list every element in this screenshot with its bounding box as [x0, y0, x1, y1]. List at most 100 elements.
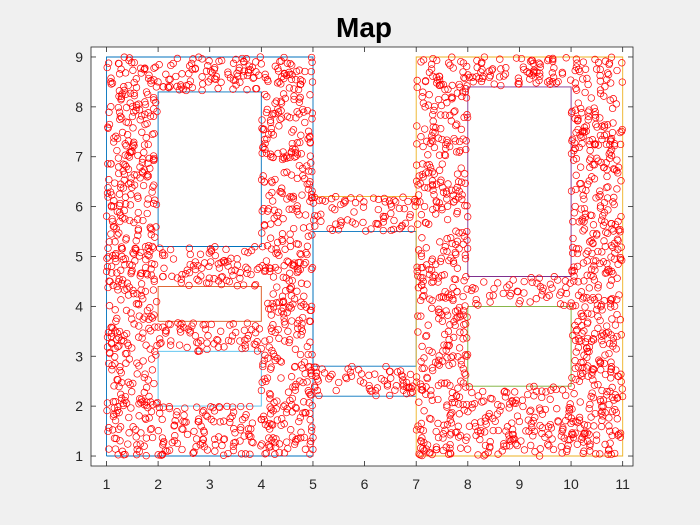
sample-point [265, 335, 274, 344]
sample-point [272, 435, 280, 443]
sample-point [124, 81, 132, 90]
sample-point [515, 77, 523, 86]
sample-point [204, 62, 212, 70]
sample-point [248, 63, 256, 71]
sample-point [603, 260, 611, 268]
sample-point [103, 263, 112, 271]
sample-point [594, 324, 602, 332]
sample-point [140, 373, 148, 382]
sample-point [606, 427, 614, 435]
sample-point [374, 195, 383, 204]
sample-point [583, 421, 592, 430]
sample-point [598, 337, 606, 345]
sample-point [529, 432, 537, 440]
sample-point [587, 271, 595, 279]
sample-point [439, 347, 447, 355]
sample-point [508, 436, 516, 444]
sample-point [297, 131, 305, 139]
sample-point [124, 440, 132, 448]
sample-point [387, 226, 395, 235]
sample-point [568, 374, 576, 382]
sample-point [287, 426, 295, 434]
sample-point [610, 302, 619, 310]
sample-point [285, 84, 294, 92]
sample-point [128, 388, 136, 396]
sample-point [274, 266, 282, 274]
sample-point [283, 308, 291, 317]
sample-point [152, 351, 160, 359]
sample-point [579, 75, 587, 83]
sample-point [131, 257, 139, 265]
sample-point [104, 160, 112, 168]
sample-point [596, 86, 605, 94]
sample-point [519, 63, 527, 71]
sample-point [125, 355, 134, 363]
sample-point [461, 351, 470, 359]
sample-point [461, 302, 469, 310]
sample-point [153, 107, 161, 116]
sample-point [538, 424, 547, 432]
sample-point [476, 435, 484, 444]
sample-point [432, 445, 440, 454]
sample-point [234, 72, 242, 80]
sample-point [281, 245, 289, 253]
sample-point [608, 104, 617, 113]
sample-point [447, 117, 455, 125]
sample-point [186, 329, 194, 337]
sample-point [258, 229, 266, 237]
sample-point [173, 274, 181, 282]
sample-point [107, 230, 115, 238]
sample-point [247, 433, 255, 441]
sample-point [303, 280, 311, 288]
sample-point [239, 72, 248, 80]
sample-point [241, 450, 250, 458]
sample-point [279, 90, 288, 98]
sample-point [515, 417, 524, 426]
sample-point [428, 132, 436, 140]
chart-title: Map [336, 12, 392, 43]
sample-point [613, 156, 621, 164]
sample-point [308, 109, 316, 117]
sample-point [141, 370, 149, 378]
sample-point [229, 446, 238, 455]
sample-point [463, 113, 472, 122]
sample-point [595, 192, 603, 201]
sample-point [371, 370, 379, 378]
sample-point [422, 169, 430, 177]
sample-point [140, 388, 148, 397]
sample-point [420, 183, 429, 192]
sample-point [463, 445, 472, 453]
sample-point [397, 223, 406, 231]
sample-point [613, 310, 621, 319]
sample-point [422, 244, 430, 252]
sample-point [145, 315, 153, 324]
x-axis: 1 2 3 4 5 6 7 8 9 10 11 [103, 47, 630, 492]
sample-point [283, 257, 291, 265]
sample-point [224, 336, 233, 345]
sample-point [260, 267, 269, 276]
sample-point [286, 396, 294, 405]
sample-point [122, 200, 130, 208]
sample-point [365, 381, 373, 390]
sample-point [457, 57, 465, 66]
sample-point [112, 225, 120, 233]
sample-point [129, 423, 137, 431]
sample-point [420, 438, 428, 447]
sample-point [125, 429, 133, 437]
sample-point [241, 413, 249, 422]
sample-point [432, 443, 441, 451]
sample-point [600, 331, 608, 339]
sample-point [261, 73, 269, 82]
sample-point [425, 91, 433, 99]
sample-point [526, 407, 534, 416]
sample-point [598, 329, 607, 337]
sample-point [291, 148, 300, 157]
sample-point [133, 445, 141, 454]
sample-point [148, 366, 157, 374]
sample-point [272, 249, 280, 258]
sample-point [105, 302, 114, 310]
sample-point [165, 84, 173, 92]
sample-point [113, 146, 121, 155]
sample-point [527, 274, 535, 282]
sample-point [262, 257, 271, 265]
